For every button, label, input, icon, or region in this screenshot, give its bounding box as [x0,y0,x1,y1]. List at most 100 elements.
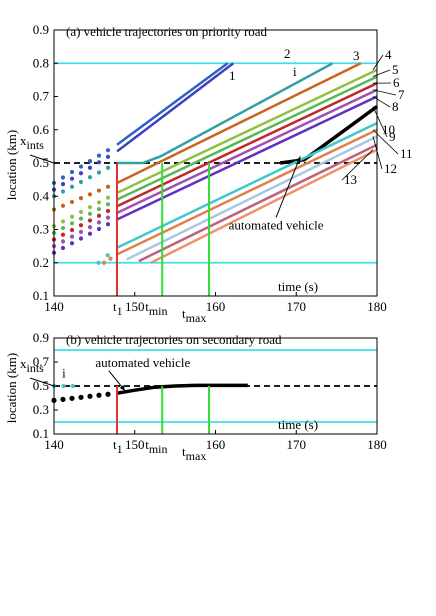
vehicle-trajectory [126,135,378,261]
y-tick-label: 0.9 [33,22,49,37]
panel-title: (b) vehicle trajectories on secondary ro… [66,332,282,347]
time-marker-label: tmax [182,306,206,325]
trajectory-dot [87,205,93,210]
trajectory-dot [78,394,84,400]
annotation-text: automated vehicle [229,218,324,233]
series-label: 13 [344,172,357,187]
series-label: 12 [384,161,397,176]
y-tick-label: 0.5 [33,378,49,393]
x-tick-label: 150 [125,299,145,314]
y-axis-label: location (km) [4,130,19,200]
x-tick-label: 180 [367,437,387,452]
trajectory-dot [60,245,66,251]
x-tick-label: 160 [206,299,226,314]
series-label-arrow [341,149,374,181]
trajectory-dot [108,256,113,261]
trajectory-dot [69,184,75,189]
annotation-arrow [275,156,301,218]
x-axis-label: time (s) [278,417,318,432]
trajectory-dot [96,260,101,265]
trajectory-dot [60,232,66,237]
trajectory-dot [105,253,110,258]
trajectory-dot [78,229,84,234]
time-marker-label: t1 [113,437,123,456]
annotation-arrowhead [296,156,301,163]
trajectory-dot [78,164,84,169]
trajectory-dot [101,260,107,265]
time-marker-label: tmin [145,299,167,318]
vehicle-trajectory [116,88,378,215]
series-label: 5 [392,62,399,77]
trajectory-dot [69,176,75,181]
series-label-arrow [372,96,391,108]
trajectory-dot [96,170,102,175]
vehicle-trajectory [116,62,229,146]
series-label: 9 [389,129,396,144]
x-tick-label: 170 [287,437,307,452]
trajectory-dot [105,215,111,220]
series-label: 1 [229,68,236,83]
vehicle-trajectory [117,62,334,165]
trajectory-dot [105,208,111,214]
y-tick-label: 0.1 [33,426,49,441]
vehicle-trajectory [138,143,378,263]
trajectory-dot [87,192,93,197]
trajectory-dot [96,220,102,225]
trajectory-dot [69,214,75,219]
panel-title: (a) vehicle trajectories on priority roa… [66,24,268,39]
series-label: 7 [398,87,405,102]
trajectory-dot [87,218,93,223]
series-label: i [293,64,297,79]
trajectory-dot [69,169,75,175]
trajectory-dot [87,225,93,230]
x-ints-label: xints [20,133,44,152]
trajectory-dot [78,216,84,221]
time-marker-label: tmax [182,444,206,463]
vehicle-trajectory [116,82,378,208]
series-label: 3 [353,48,360,63]
y-tick-label: 0.3 [33,402,49,417]
trajectory-dot [69,227,75,233]
trajectory-dot [96,226,102,232]
trajectory-dot [78,236,84,241]
y-tick-label: 0.3 [33,222,49,237]
point-label: i [62,366,66,381]
trajectory-dot [61,383,66,389]
trajectory-dot [60,239,66,244]
trajectory-dot [78,179,84,185]
trajectory-dot [60,396,66,402]
time-marker-label: t1 [113,299,123,318]
y-axis-label: location (km) [4,353,19,423]
series-label-arrow [372,136,383,170]
trajectory-dot [96,160,102,165]
vehicle-trajectory [116,68,378,195]
series-label: 8 [392,99,399,114]
vehicle-trajectory [116,121,378,249]
panel-secondary-road: t1 tmin tmax 140 150 160 170 180 0.1 0.3 0.5 0.7 0.9… [4,330,387,463]
trajectory-dot [87,175,93,180]
trajectory-dot [87,165,93,170]
series-label: 2 [284,46,291,61]
vehicle-trajectory [116,75,378,201]
series-label-arrow [372,89,397,96]
trajectory-dot [87,159,93,164]
y-tick-label: 0.6 [33,122,50,137]
y-tick-label: 0.5 [33,155,49,170]
y-tick-label: 0.8 [33,55,49,70]
series-label-arrow [372,54,384,71]
y-tick-label: 0.7 [33,354,50,369]
trajectory-dot [69,199,75,205]
series-label: 6 [393,75,400,90]
annotation-text: automated vehicle [95,355,190,370]
trajectory-dot [96,206,102,212]
trajectory-dot [60,189,66,194]
y-tick-label: 0.4 [33,188,50,203]
series-label-arrow [372,106,388,138]
trajectory-dot [87,211,93,216]
y-tick-label: 0.9 [33,330,49,345]
series-label-arrow [372,69,391,77]
x-ints-label: xints [20,356,44,375]
trajectory-dot [60,175,66,180]
y-tick-label: 0.1 [33,288,49,303]
